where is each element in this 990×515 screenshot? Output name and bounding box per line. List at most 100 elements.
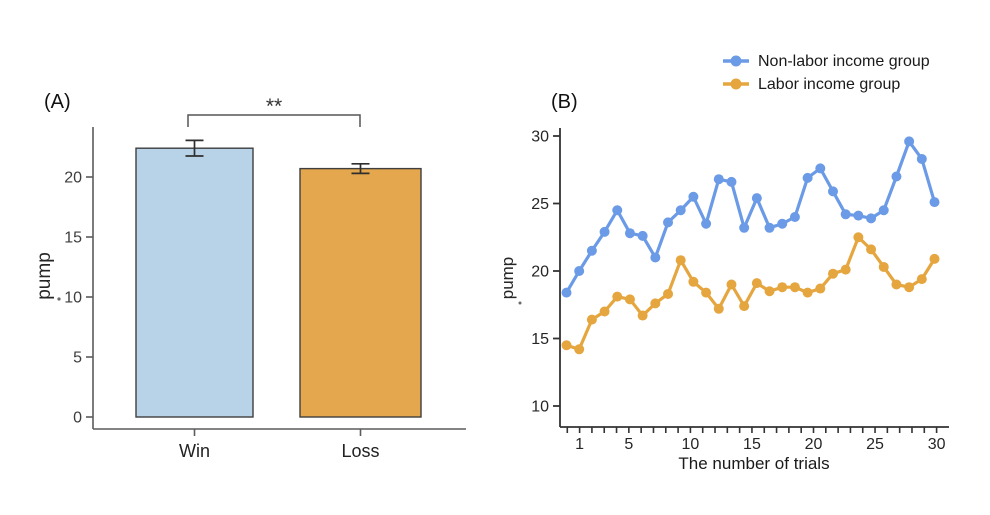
x-tick-label: 30 bbox=[928, 436, 946, 453]
panel-b-label: (B) bbox=[551, 91, 578, 113]
panel-a-xtick-group: Win Loss bbox=[179, 429, 380, 461]
data-point-non-labor bbox=[726, 176, 737, 187]
data-point-labor bbox=[675, 255, 686, 266]
data-point-labor bbox=[777, 282, 788, 293]
legend-label-labor: Labor income group bbox=[758, 76, 900, 93]
data-point-non-labor bbox=[688, 191, 699, 202]
data-point-non-labor bbox=[637, 230, 648, 241]
data-point-labor bbox=[726, 279, 737, 290]
category-label-loss: Loss bbox=[341, 441, 379, 461]
significance-bracket bbox=[187, 114, 361, 127]
y-tick-label: 10 bbox=[64, 290, 82, 307]
data-point-non-labor bbox=[751, 193, 762, 204]
data-point-labor bbox=[840, 264, 851, 275]
data-point-non-labor bbox=[586, 245, 597, 256]
y-tick-label: 20 bbox=[64, 170, 82, 187]
data-point-labor bbox=[827, 268, 838, 279]
data-point-non-labor bbox=[789, 212, 800, 222]
data-point-labor bbox=[612, 291, 623, 302]
data-point-labor bbox=[701, 287, 712, 298]
data-point-non-labor bbox=[802, 172, 813, 183]
x-tick-label: 25 bbox=[866, 436, 884, 453]
data-point-labor bbox=[637, 310, 648, 321]
y-tick-label: 15 bbox=[64, 230, 82, 247]
data-point-non-labor bbox=[650, 252, 661, 263]
data-point-labor bbox=[739, 301, 750, 312]
panel-b-ylabel: pump bbox=[498, 257, 517, 300]
data-point-labor bbox=[574, 344, 585, 355]
data-point-labor bbox=[789, 282, 800, 293]
legend-item-labor: Labor income group bbox=[723, 76, 900, 93]
data-point-labor bbox=[929, 253, 940, 264]
legend-item-non-labor: Non-labor income group bbox=[723, 53, 930, 70]
panel-a-ytick-group: 0 5 10 15 20 bbox=[64, 170, 93, 427]
data-point-labor bbox=[650, 298, 661, 309]
bar-win bbox=[135, 147, 254, 418]
series-line-non-labor bbox=[565, 139, 937, 294]
data-point-labor bbox=[688, 276, 699, 287]
y-tick-label: 10 bbox=[531, 399, 549, 416]
data-point-labor bbox=[891, 279, 902, 290]
y-tick-label: 25 bbox=[531, 196, 549, 213]
data-point-non-labor bbox=[624, 228, 635, 239]
data-point-non-labor bbox=[840, 209, 851, 220]
data-point-non-labor bbox=[777, 218, 788, 229]
data-point-labor bbox=[904, 282, 915, 293]
bar-loss bbox=[299, 167, 422, 418]
legend-label-non-labor: Non-labor income group bbox=[758, 53, 930, 70]
data-point-non-labor bbox=[713, 174, 724, 185]
data-point-labor bbox=[853, 232, 864, 243]
x-tick-label: 5 bbox=[624, 436, 633, 453]
data-point-non-labor bbox=[663, 217, 674, 228]
data-point-non-labor bbox=[612, 205, 623, 216]
data-point-non-labor bbox=[866, 213, 877, 224]
data-point-non-labor bbox=[764, 222, 775, 233]
data-point-non-labor bbox=[853, 210, 864, 221]
y-tick-label: 20 bbox=[531, 264, 549, 281]
data-point-labor bbox=[599, 306, 610, 317]
data-point-non-labor bbox=[561, 287, 572, 298]
data-point-labor bbox=[878, 261, 889, 272]
data-point-labor bbox=[561, 340, 572, 351]
series-line-labor bbox=[566, 235, 936, 351]
data-point-labor bbox=[916, 274, 927, 285]
data-point-labor bbox=[586, 314, 597, 325]
data-point-non-labor bbox=[739, 222, 750, 233]
data-point-labor bbox=[866, 244, 877, 255]
panel-a: (A) pump 0 5 10 15 20 Win Loss ** bbox=[34, 91, 466, 461]
legend-point-marker-non-labor bbox=[730, 55, 742, 67]
y-tick-label: 5 bbox=[73, 350, 82, 367]
data-point-non-labor bbox=[891, 171, 902, 182]
legend-point-marker-labor bbox=[730, 78, 742, 90]
panel-b-ytick-group: 10 15 20 25 30 bbox=[531, 129, 560, 416]
data-point-labor bbox=[713, 303, 724, 314]
y-tick-label: 30 bbox=[531, 129, 549, 146]
x-tick-label: 15 bbox=[743, 436, 761, 453]
data-point-non-labor bbox=[574, 266, 585, 276]
legend: Non-labor income group Labor income grou… bbox=[723, 53, 930, 93]
panel-a-bar-group bbox=[135, 139, 422, 418]
data-point-labor bbox=[624, 294, 635, 305]
data-point-non-labor bbox=[815, 163, 826, 174]
panel-b-xtick-group: 1 5 10 15 20 25 30 bbox=[566, 427, 946, 453]
data-point-non-labor bbox=[916, 153, 927, 164]
data-point-non-labor bbox=[701, 218, 712, 229]
data-point-non-labor bbox=[929, 197, 940, 208]
data-point-labor bbox=[751, 278, 762, 289]
y-tick-label: 0 bbox=[73, 410, 82, 427]
panel-a-label: (A) bbox=[44, 91, 71, 113]
data-point-non-labor bbox=[827, 186, 838, 197]
x-tick-label: 10 bbox=[682, 436, 700, 453]
data-point-labor bbox=[663, 288, 674, 299]
category-label-win: Win bbox=[179, 441, 210, 461]
panel-b-series-group bbox=[561, 136, 940, 355]
panel-b-xlabel: The number of trials bbox=[678, 454, 829, 473]
data-point-non-labor bbox=[904, 136, 915, 147]
panel-a-ylabel-period-dot bbox=[57, 297, 61, 301]
x-tick-label: 20 bbox=[805, 436, 823, 453]
data-point-non-labor bbox=[878, 205, 889, 216]
data-point-non-labor bbox=[675, 205, 686, 216]
